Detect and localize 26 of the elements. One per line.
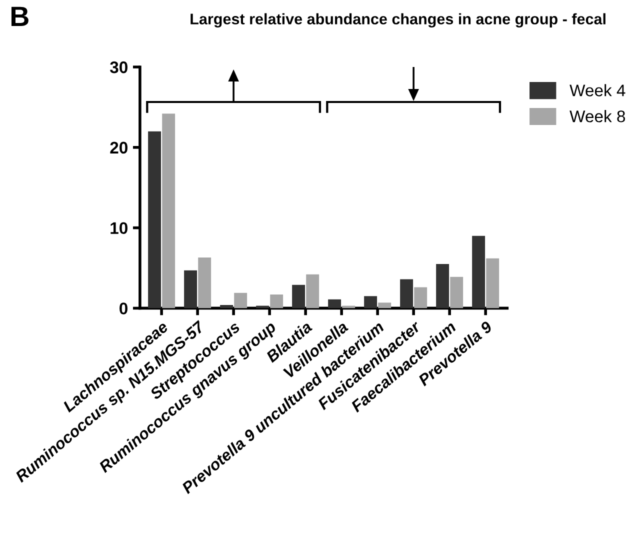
y-tick-label: 30 bbox=[110, 61, 128, 74]
legend-label: Week 8 bbox=[570, 110, 626, 122]
y-tick-label: 20 bbox=[110, 142, 128, 154]
bar bbox=[148, 131, 162, 308]
bar bbox=[198, 258, 212, 308]
bar bbox=[162, 114, 176, 308]
bar bbox=[450, 276, 464, 308]
legend-label: Week 4 bbox=[570, 84, 626, 96]
bar bbox=[270, 294, 284, 308]
bar bbox=[436, 264, 450, 308]
bar bbox=[364, 296, 378, 308]
bar bbox=[234, 292, 248, 308]
bar bbox=[184, 270, 198, 308]
y-tick-label: 0 bbox=[120, 302, 128, 314]
bar bbox=[306, 274, 320, 308]
text: B bbox=[11, 6, 28, 26]
bar bbox=[400, 279, 414, 308]
bar bbox=[472, 236, 486, 308]
y-tick-label: 10 bbox=[110, 222, 128, 234]
bar bbox=[414, 287, 428, 308]
bar bbox=[378, 302, 392, 308]
bar bbox=[220, 304, 234, 308]
bar bbox=[292, 284, 306, 308]
bar bbox=[328, 299, 342, 308]
bar bbox=[486, 258, 500, 308]
chart-title: Largest relative abundance changes in acne group - fecal bbox=[190, 13, 606, 28]
